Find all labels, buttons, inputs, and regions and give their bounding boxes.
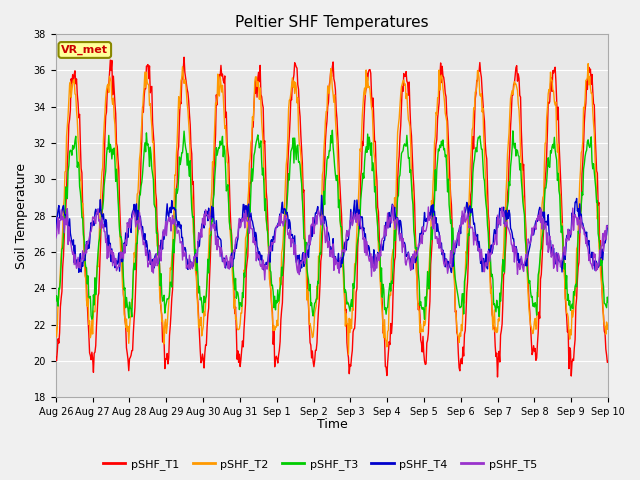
pSHF_T3 <box>416 302 424 308</box>
pSHF_T4 <box>52 228 60 233</box>
pSHF_T5 <box>261 277 269 283</box>
pSHF_T1 <box>400 71 408 76</box>
Line: pSHF_T4: pSHF_T4 <box>56 195 608 273</box>
pSHF_T5 <box>204 213 212 219</box>
Title: Peltier SHF Temperatures: Peltier SHF Temperatures <box>235 15 429 30</box>
Y-axis label: Soil Temperature: Soil Temperature <box>15 163 28 269</box>
pSHF_T4 <box>204 218 212 224</box>
pSHF_T5 <box>389 202 397 208</box>
pSHF_T4 <box>400 240 408 245</box>
pSHF_T1 <box>62 207 70 213</box>
pSHF_T5 <box>175 228 182 233</box>
pSHF_T2 <box>175 94 182 99</box>
X-axis label: Time: Time <box>317 419 348 432</box>
pSHF_T3 <box>62 184 70 190</box>
pSHF_T2 <box>584 61 592 67</box>
pSHF_T5 <box>52 235 60 241</box>
pSHF_T1 <box>416 312 424 318</box>
pSHF_T5 <box>62 221 70 227</box>
pSHF_T2 <box>344 351 352 357</box>
pSHF_T1 <box>205 305 212 311</box>
pSHF_T3 <box>119 251 127 256</box>
pSHF_T4 <box>416 231 424 237</box>
pSHF_T4 <box>119 259 127 264</box>
pSHF_T3 <box>420 316 428 322</box>
pSHF_T2 <box>400 77 408 83</box>
pSHF_T2 <box>52 324 60 330</box>
Text: VR_met: VR_met <box>61 45 108 55</box>
pSHF_T3 <box>204 256 212 262</box>
pSHF_T2 <box>62 168 70 174</box>
pSHF_T3 <box>328 127 336 133</box>
pSHF_T1 <box>175 144 182 149</box>
pSHF_T4 <box>317 192 325 198</box>
pSHF_T2 <box>204 268 212 274</box>
pSHF_T5 <box>119 252 127 258</box>
pSHF_T5 <box>604 224 612 230</box>
pSHF_T3 <box>604 299 612 305</box>
pSHF_T3 <box>52 299 60 304</box>
Legend: pSHF_T1, pSHF_T2, pSHF_T3, pSHF_T4, pSHF_T5: pSHF_T1, pSHF_T2, pSHF_T3, pSHF_T4, pSHF… <box>99 455 541 474</box>
Line: pSHF_T2: pSHF_T2 <box>56 64 608 354</box>
pSHF_T1 <box>180 54 188 60</box>
pSHF_T3 <box>400 143 408 148</box>
pSHF_T4 <box>175 219 182 225</box>
pSHF_T4 <box>62 212 70 217</box>
pSHF_T4 <box>447 270 455 276</box>
pSHF_T4 <box>604 223 612 228</box>
pSHF_T1 <box>493 374 501 380</box>
Line: pSHF_T3: pSHF_T3 <box>56 130 608 319</box>
pSHF_T1 <box>604 359 612 364</box>
pSHF_T1 <box>119 268 127 274</box>
pSHF_T2 <box>416 330 424 336</box>
pSHF_T5 <box>401 242 408 248</box>
Line: pSHF_T1: pSHF_T1 <box>56 57 608 377</box>
pSHF_T2 <box>604 322 612 327</box>
pSHF_T5 <box>417 236 424 242</box>
pSHF_T3 <box>175 173 182 179</box>
pSHF_T2 <box>119 285 127 291</box>
pSHF_T1 <box>52 354 60 360</box>
Line: pSHF_T5: pSHF_T5 <box>56 205 608 280</box>
